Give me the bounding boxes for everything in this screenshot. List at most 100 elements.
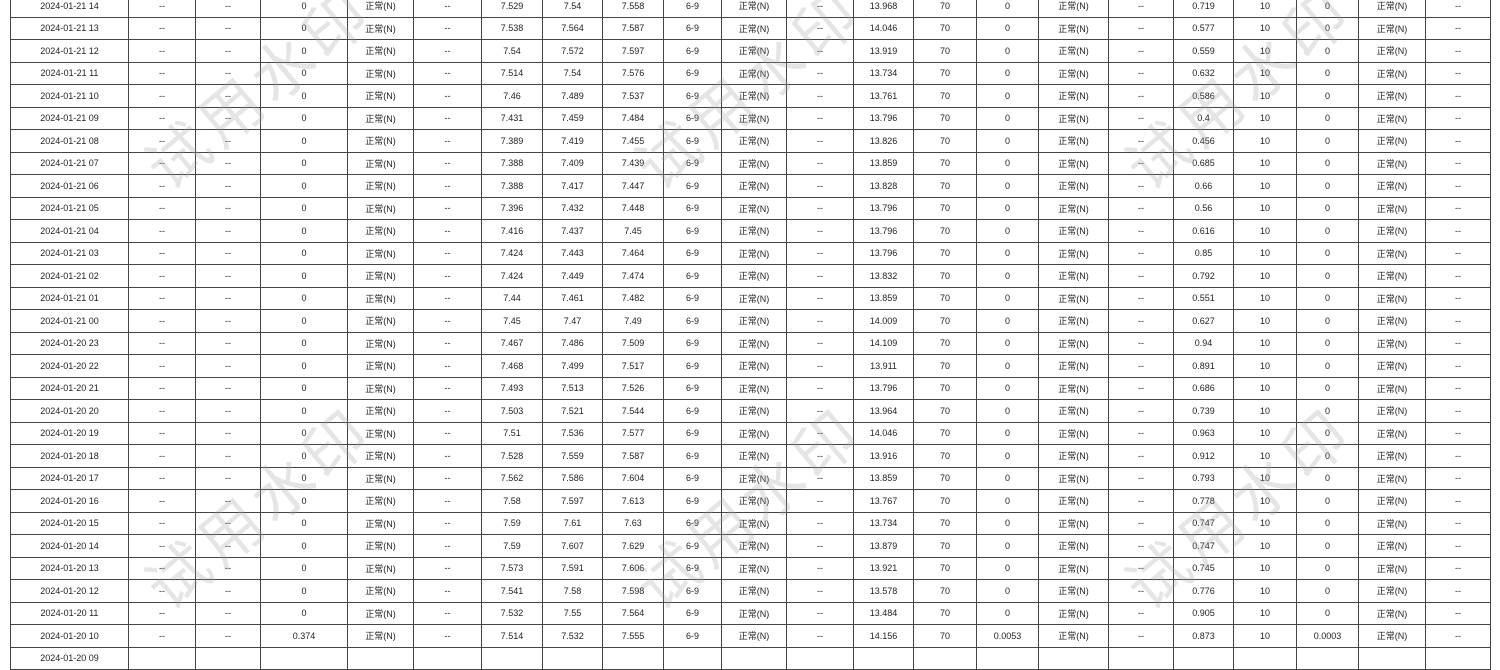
value-cell: 7.63 [602, 511, 664, 535]
value-cell: 13.767 [853, 489, 914, 513]
value-cell: -- [195, 264, 261, 288]
value-cell: -- [128, 601, 196, 625]
value-cell: 7.461 [542, 286, 603, 310]
value-cell: 正常(N) [1358, 84, 1426, 108]
value-cell: 7.607 [542, 534, 603, 558]
value-cell: 10 [1233, 241, 1297, 265]
value-cell [481, 646, 543, 670]
value-cell: 0 [1296, 219, 1359, 243]
value-cell: 0.739 [1173, 399, 1234, 423]
value-cell: 正常(N) [721, 241, 787, 265]
value-cell: 7.468 [481, 354, 543, 378]
value-cell: 0 [260, 241, 348, 265]
value-cell: -- [1425, 624, 1491, 648]
value-cell: 正常(N) [1358, 556, 1426, 580]
value-cell: -- [413, 534, 482, 558]
table-row: 2024-01-20 19 -- -- 0 正常(N) -- 7.51 7.536 7.577 6… [10, 421, 1491, 445]
value-cell: 7.513 [542, 376, 603, 400]
value-cell: 正常(N) [347, 0, 414, 18]
value-cell: 正常(N) [1038, 421, 1109, 445]
value-cell: 正常(N) [721, 61, 787, 85]
value-cell: -- [786, 331, 854, 355]
value-cell: 正常(N) [721, 106, 787, 130]
value-cell: 0 [1296, 331, 1359, 355]
value-cell: -- [195, 354, 261, 378]
value-cell: 正常(N) [1358, 219, 1426, 243]
value-cell: 正常(N) [1358, 16, 1426, 40]
value-cell: 7.437 [542, 219, 603, 243]
time-cell: 2024-01-21 01 [10, 286, 129, 310]
value-cell: -- [786, 489, 854, 513]
value-cell [1358, 646, 1426, 670]
value-cell: 正常(N) [1358, 444, 1426, 468]
value-cell: 0 [976, 129, 1039, 153]
value-cell: -- [1425, 61, 1491, 85]
value-cell: -- [1425, 489, 1491, 513]
time-cell: 2024-01-21 12 [10, 39, 129, 63]
value-cell: 6-9 [663, 61, 722, 85]
value-cell: 0 [260, 16, 348, 40]
value-cell: 正常(N) [721, 39, 787, 63]
value-cell: 7.572 [542, 39, 603, 63]
value-cell: 13.879 [853, 534, 914, 558]
value-cell: 正常(N) [721, 286, 787, 310]
value-cell [976, 646, 1039, 670]
value-cell: 7.529 [481, 0, 543, 18]
value-cell: 13.911 [853, 354, 914, 378]
value-cell: 0 [1296, 444, 1359, 468]
value-cell: 正常(N) [1358, 331, 1426, 355]
value-cell: 10 [1233, 354, 1297, 378]
value-cell: 0 [260, 219, 348, 243]
value-cell: 0.745 [1173, 556, 1234, 580]
value-cell: 0 [976, 601, 1039, 625]
value-cell: 0.577 [1173, 16, 1234, 40]
value-cell: 0 [1296, 0, 1359, 18]
value-cell: 10 [1233, 286, 1297, 310]
value-cell: 6-9 [663, 241, 722, 265]
time-cell: 2024-01-21 07 [10, 151, 129, 175]
value-cell: 正常(N) [1038, 264, 1109, 288]
value-cell: 0 [976, 264, 1039, 288]
value-cell: 13.859 [853, 151, 914, 175]
value-cell: -- [786, 624, 854, 648]
value-cell: 70 [913, 129, 977, 153]
table-row: 2024-01-21 09 -- -- 0 正常(N) -- 7.431 7.459 7.484… [10, 106, 1491, 130]
value-cell: -- [195, 331, 261, 355]
value-cell: 正常(N) [1358, 309, 1426, 333]
value-cell: -- [1425, 16, 1491, 40]
value-cell: -- [128, 241, 196, 265]
value-cell: 0.719 [1173, 0, 1234, 18]
value-cell: 7.54 [542, 0, 603, 18]
value-cell: 7.484 [602, 106, 664, 130]
value-cell: -- [195, 579, 261, 603]
value-cell: -- [786, 601, 854, 625]
value-cell: -- [195, 534, 261, 558]
value-cell: 70 [913, 196, 977, 220]
value-cell: 70 [913, 309, 977, 333]
value-cell: 正常(N) [1038, 129, 1109, 153]
value-cell: 0.551 [1173, 286, 1234, 310]
value-cell: 0 [976, 534, 1039, 558]
value-cell: 正常(N) [347, 331, 414, 355]
table-row: 2024-01-21 01 -- -- 0 正常(N) -- 7.44 7.461 7.482 6… [10, 286, 1491, 310]
value-cell: -- [195, 151, 261, 175]
value-cell: 0 [1296, 354, 1359, 378]
value-cell: 正常(N) [347, 84, 414, 108]
value-cell: 70 [913, 106, 977, 130]
value-cell: -- [413, 0, 482, 18]
value-cell: 7.538 [481, 16, 543, 40]
value-cell: 7.604 [602, 466, 664, 490]
value-cell: 7.409 [542, 151, 603, 175]
value-cell: 7.514 [481, 624, 543, 648]
value-cell: -- [786, 219, 854, 243]
value-cell: 0 [976, 556, 1039, 580]
value-cell: 6-9 [663, 489, 722, 513]
table-row: 2024-01-21 06 -- -- 0 正常(N) -- 7.388 7.417 7.447… [10, 174, 1491, 198]
value-cell: 0 [1296, 39, 1359, 63]
value-cell: 0.616 [1173, 219, 1234, 243]
value-cell: -- [413, 331, 482, 355]
value-cell: 0 [1296, 129, 1359, 153]
value-cell: -- [195, 241, 261, 265]
value-cell: 正常(N) [721, 16, 787, 40]
value-cell: 正常(N) [1038, 489, 1109, 513]
